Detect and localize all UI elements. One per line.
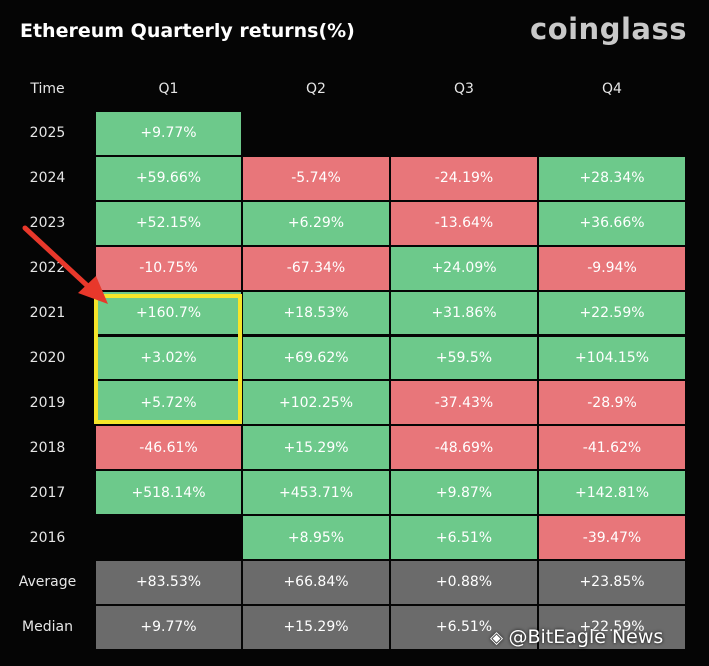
return-cell: +102.25% <box>243 381 389 425</box>
row-label: 2018 <box>29 439 66 456</box>
return-cell: -67.34% <box>243 246 389 290</box>
title: Ethereum Quarterly returns(%) <box>20 20 355 42</box>
summary-cell: +83.53% <box>96 561 241 604</box>
row-label: 2021 <box>29 305 66 322</box>
summary-cell: +9.77% <box>96 605 241 649</box>
return-cell: +36.66% <box>539 201 685 245</box>
return-cell: +52.15% <box>96 201 241 245</box>
return-cell: -13.64% <box>391 201 537 245</box>
return-cell: +31.86% <box>391 291 537 335</box>
return-cell: -39.47% <box>539 516 685 559</box>
summary-cell: +23.85% <box>539 561 685 604</box>
summary-cell: +22.59% <box>539 605 685 649</box>
return-cell: +18.53% <box>243 291 389 335</box>
watermark-text: @BitEagle News <box>508 626 664 648</box>
return-cell: +6.51% <box>391 516 537 559</box>
return-cell: +15.29% <box>243 426 389 470</box>
return-cell: +22.59% <box>539 291 685 335</box>
watermark: ◈ @BitEagle News <box>490 626 663 648</box>
column-header: Q4 <box>602 81 622 97</box>
summary-cell: +66.84% <box>243 561 389 604</box>
summary-cell: +15.29% <box>243 605 389 649</box>
summary-cell: +6.51% <box>391 605 537 649</box>
row-label: 2024 <box>29 170 66 187</box>
column-header: Q3 <box>454 81 474 97</box>
return-cell: -41.62% <box>539 426 685 470</box>
return-cell: +3.02% <box>96 336 241 380</box>
return-cell: -24.19% <box>391 156 537 200</box>
column-header: Q1 <box>158 81 179 97</box>
row-label: 2016 <box>29 529 66 546</box>
row-label: Average <box>18 574 77 591</box>
return-cell: +9.87% <box>391 471 537 515</box>
row-label: 2017 <box>29 484 66 501</box>
return-cell: +6.29% <box>243 201 389 245</box>
return-cell: -5.74% <box>243 156 389 200</box>
return-cell: +104.15% <box>539 336 685 380</box>
return-cell: -37.43% <box>391 381 537 425</box>
return-cell: +59.5% <box>391 336 537 380</box>
summary-cell: +0.88% <box>391 561 537 604</box>
row-label: 2025 <box>29 125 66 142</box>
return-cell: +8.95% <box>243 516 389 559</box>
watermark-icon: ◈ <box>490 628 509 648</box>
column-header: Time <box>30 81 65 97</box>
row-label: 2023 <box>29 215 66 232</box>
return-cell: +9.77% <box>96 112 241 155</box>
return-cell: +28.34% <box>539 156 685 200</box>
return-cell: +24.09% <box>391 246 537 290</box>
return-cell: -48.69% <box>391 426 537 470</box>
return-cell: -46.61% <box>96 426 241 470</box>
return-cell: +160.7% <box>96 291 241 335</box>
return-cell: +142.81% <box>539 471 685 515</box>
return-cell: -10.75% <box>96 246 241 290</box>
return-cell: +518.14% <box>96 471 241 515</box>
return-cell: +69.62% <box>243 336 389 380</box>
return-cell: +453.71% <box>243 471 389 515</box>
column-header: Q2 <box>306 81 326 97</box>
row-label: Median <box>22 619 73 636</box>
return-cell: -28.9% <box>539 381 685 425</box>
logo: coinglass <box>530 12 687 46</box>
return-cell: -9.94% <box>539 246 685 290</box>
row-label: 2019 <box>29 394 66 411</box>
row-label: 2022 <box>29 260 66 277</box>
return-cell: +59.66% <box>96 156 241 200</box>
return-cell: +5.72% <box>96 381 241 425</box>
row-label: 2020 <box>29 349 66 366</box>
